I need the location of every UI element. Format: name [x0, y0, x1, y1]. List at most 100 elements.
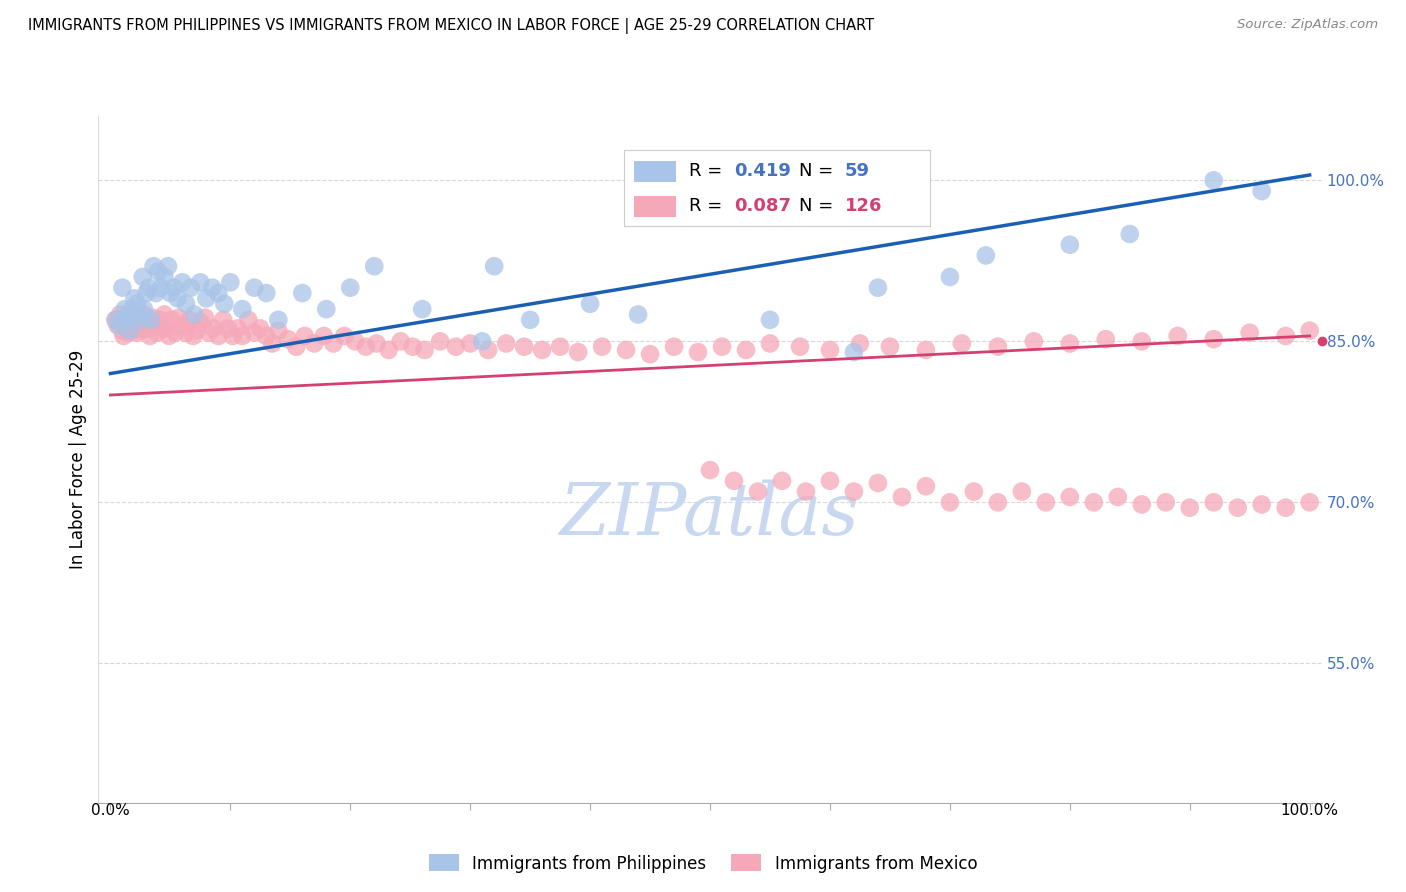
Point [160, 313, 183, 327]
Point [818, 474, 841, 488]
Point [974, 248, 997, 262]
Point [699, 463, 721, 477]
Point [413, 343, 436, 357]
Point [939, 495, 962, 509]
Point [108, 308, 131, 322]
Point [366, 336, 388, 351]
Point [131, 313, 153, 327]
Point [1119, 227, 1142, 241]
Point [226, 321, 249, 335]
Point [212, 313, 235, 327]
Point [115, 321, 138, 335]
Point [156, 321, 179, 335]
Point [186, 324, 208, 338]
Point [1250, 184, 1272, 198]
Point [139, 329, 162, 343]
Point [1130, 498, 1153, 512]
Point [111, 324, 134, 338]
Point [686, 345, 709, 359]
Point [477, 343, 499, 357]
Point [128, 310, 150, 325]
Point [124, 292, 146, 306]
Text: 0.087: 0.087 [734, 197, 792, 215]
Point [141, 310, 163, 325]
Point [842, 484, 865, 499]
Point [519, 313, 541, 327]
Point [987, 495, 1010, 509]
Point [304, 336, 326, 351]
Point [172, 318, 194, 333]
Point [890, 490, 912, 504]
Text: R =: R = [689, 162, 728, 180]
Point [277, 332, 299, 346]
Point [1130, 334, 1153, 349]
Point [1298, 495, 1320, 509]
Point [482, 259, 505, 273]
Point [471, 334, 494, 349]
Point [149, 281, 172, 295]
Point [132, 269, 155, 284]
Point [249, 321, 271, 335]
Point [188, 275, 212, 289]
Point [121, 302, 143, 317]
Point [194, 310, 217, 325]
Point [146, 326, 169, 340]
Point [444, 340, 467, 354]
Text: R =: R = [689, 197, 728, 215]
Point [181, 329, 204, 343]
Point [495, 336, 517, 351]
Point [127, 315, 149, 329]
Text: 126: 126 [845, 197, 882, 215]
Point [638, 347, 661, 361]
Point [243, 281, 266, 295]
Point [142, 259, 165, 273]
Point [262, 336, 284, 351]
Point [254, 286, 277, 301]
Point [294, 329, 316, 343]
Point [132, 308, 155, 322]
Point [723, 474, 745, 488]
Point [120, 310, 142, 325]
Point [132, 302, 155, 317]
Point [267, 324, 290, 338]
Point [138, 281, 160, 295]
Point [291, 286, 314, 301]
Point [1202, 173, 1225, 187]
Point [879, 340, 901, 354]
Point [148, 264, 170, 278]
Text: IMMIGRANTS FROM PHILIPPINES VS IMMIGRANTS FROM MEXICO IN LABOR FORCE | AGE 25-29: IMMIGRANTS FROM PHILIPPINES VS IMMIGRANT… [28, 18, 875, 34]
Point [217, 321, 239, 335]
Point [1202, 495, 1225, 509]
Point [125, 297, 148, 311]
Point [214, 297, 236, 311]
Point [1059, 490, 1081, 504]
Point [939, 269, 962, 284]
Point [183, 308, 205, 322]
Point [1298, 324, 1320, 338]
Point [614, 343, 637, 357]
Point [207, 329, 229, 343]
Point [174, 297, 197, 311]
Point [145, 286, 167, 301]
Point [458, 336, 481, 351]
Point [125, 326, 148, 340]
Point [818, 343, 841, 357]
Point [849, 336, 872, 351]
Point [344, 334, 367, 349]
Point [747, 484, 769, 499]
Point [759, 313, 782, 327]
Point [107, 318, 129, 333]
Bar [634, 161, 676, 182]
Point [987, 340, 1010, 354]
Point [124, 321, 146, 335]
Point [627, 308, 650, 322]
Point [108, 318, 131, 333]
Point [179, 313, 201, 327]
Point [389, 334, 412, 349]
Text: N =: N = [799, 162, 839, 180]
Y-axis label: In Labor Force | Age 25-29: In Labor Force | Age 25-29 [69, 350, 87, 569]
Point [267, 313, 290, 327]
Point [141, 313, 163, 327]
Point [219, 275, 242, 289]
Point [115, 313, 138, 327]
